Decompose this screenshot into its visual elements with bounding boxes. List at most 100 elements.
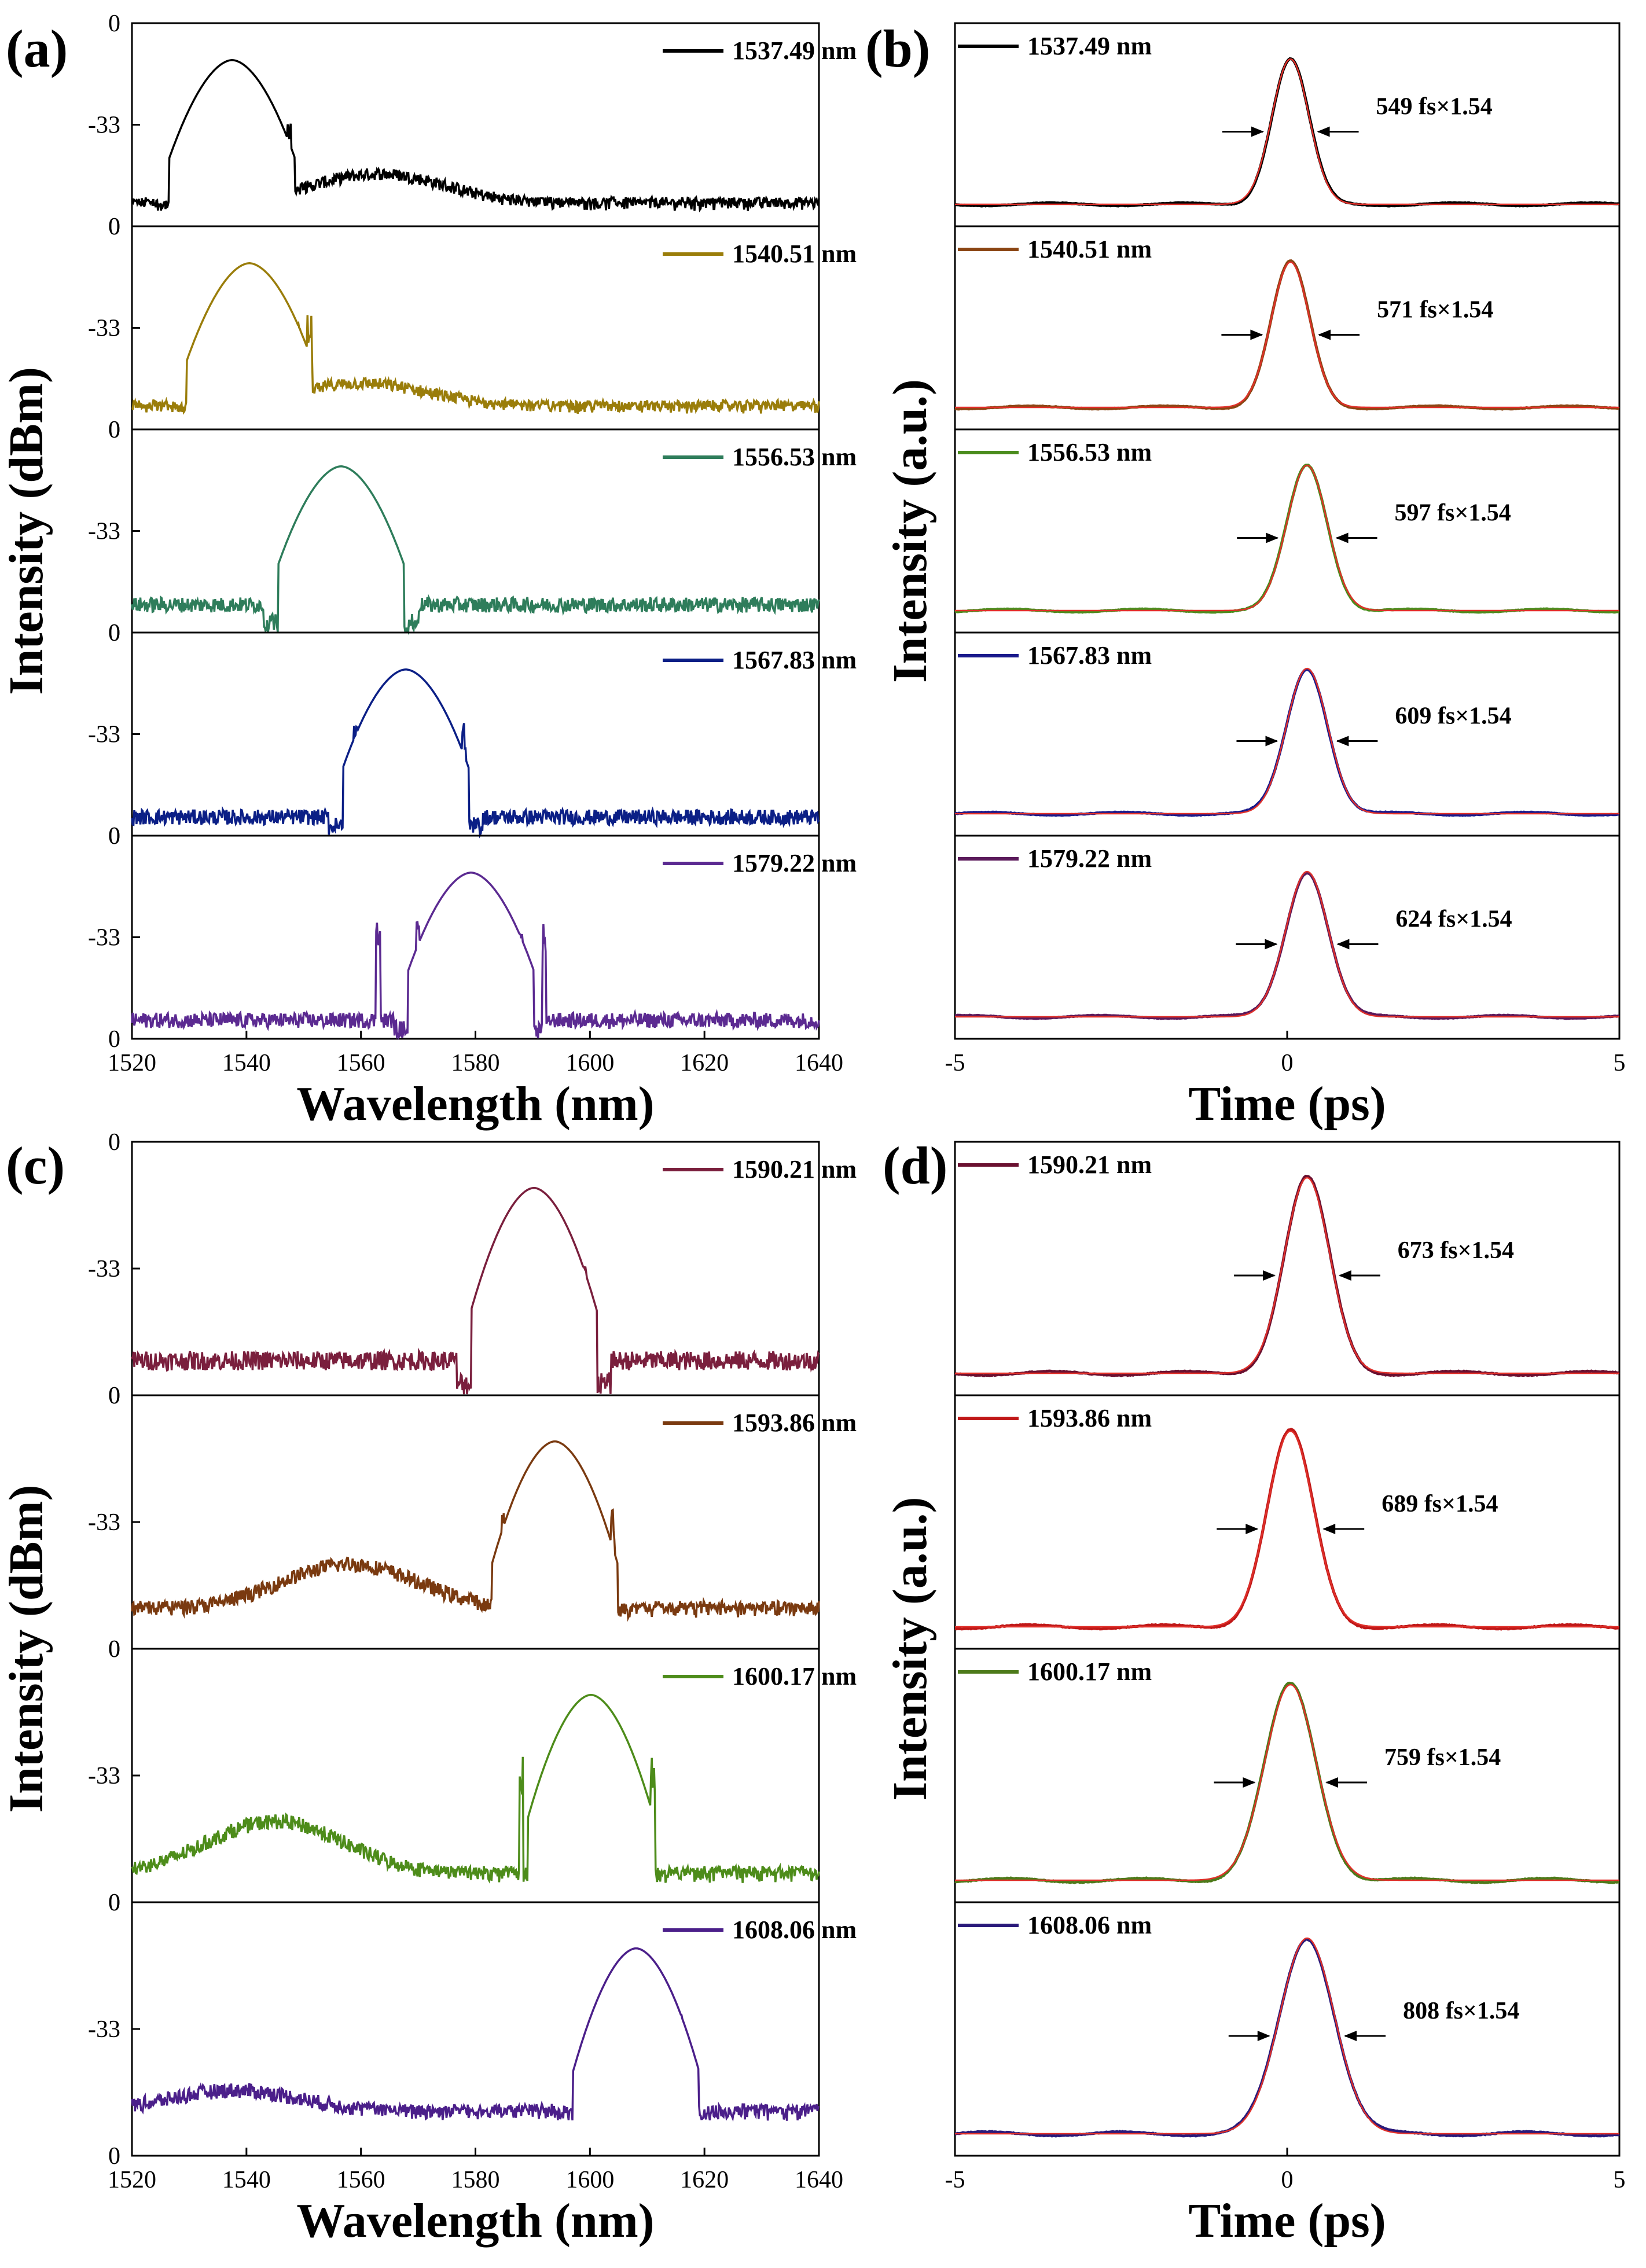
fit-curve	[955, 261, 1619, 409]
y-tick-label: 0	[108, 620, 120, 646]
subplot: -33 0 0 1593.86 nm	[88, 1383, 857, 1663]
x-tick-label: 1640	[795, 1050, 843, 1076]
pulse-width-annotation: 759 fs×1.54	[1384, 1744, 1501, 1771]
autocorrelation-trace	[954, 464, 1619, 614]
fit-curve	[955, 1430, 1619, 1628]
subplot-frame	[131, 835, 820, 1040]
legend-label: 1590.21 nm	[1027, 1150, 1152, 1179]
autocorrelation-trace	[954, 1174, 1620, 1377]
y-tick-label: -33	[88, 1256, 120, 1282]
legend-label: 1540.51 nm	[732, 240, 857, 268]
spectrum-line	[131, 1693, 820, 1884]
subplot: -33 0 0 1579.22 nm	[88, 823, 857, 1053]
subplot: -33 0 0 1590.21 nm	[88, 1129, 857, 1409]
x-tick-label: -5	[945, 2167, 965, 2193]
panel-label: (c)	[6, 1136, 65, 1195]
spectrum-line	[131, 465, 820, 636]
autocorrelation-trace	[954, 57, 1620, 208]
y-axis-title: Intensity (a.u.)	[883, 1497, 937, 1800]
y-tick-label: 0	[108, 1636, 120, 1663]
panel-d: (d) 673 fs×1.54 1590.21 nm 689 fs×1.54 1593.…	[883, 1136, 1626, 2248]
x-tick-label: -5	[945, 1050, 965, 1076]
spectrum-line	[131, 1440, 820, 1622]
subplot: 808 fs×1.54 1608.06 nm	[954, 1901, 1621, 2157]
fwhm-arrowhead-left	[1265, 736, 1278, 747]
legend-label: 1608.06 nm	[1027, 1911, 1152, 1939]
x-tick-label: 1520	[108, 2167, 156, 2193]
fwhm-arrowhead-right	[1336, 736, 1349, 747]
fit-curve	[955, 1177, 1619, 1374]
legend-label: 1600.17 nm	[1027, 1657, 1152, 1686]
legend-label: 1556.53 nm	[1027, 438, 1152, 466]
pulse-width-annotation: 609 fs×1.54	[1395, 703, 1511, 730]
spectrum-line	[131, 668, 820, 839]
y-tick-label: 0	[108, 214, 120, 240]
y-tick-label: 0	[108, 1129, 120, 1156]
panel-b: (b) 549 fs×1.54 1537.49 nm 571 fs×1.54 1540.…	[865, 19, 1626, 1131]
fwhm-arrowhead-right	[1318, 329, 1331, 340]
y-axis-title: Intensity (dBm)	[0, 1484, 53, 1813]
x-tick-label: 1540	[222, 2167, 271, 2193]
legend-label: 1579.22 nm	[732, 849, 857, 877]
legend-label: 1590.21 nm	[732, 1155, 857, 1183]
legend-label: 1593.86 nm	[1027, 1404, 1152, 1432]
x-tick-label: 1540	[222, 1050, 271, 1076]
spectrum-line	[131, 1947, 820, 2122]
pulse-width-annotation: 673 fs×1.54	[1398, 1237, 1514, 1264]
y-tick-label: 0	[108, 10, 120, 37]
y-tick-label: 0	[108, 823, 120, 850]
y-tick-label: 0	[108, 417, 120, 443]
subplot-frame	[131, 1901, 820, 2157]
subplot: -33 0 0 1567.83 nm	[88, 620, 857, 850]
legend-label: 1537.49 nm	[1027, 32, 1152, 60]
fwhm-arrowhead-right	[1338, 1270, 1351, 1281]
fit-curve	[955, 58, 1619, 205]
x-tick-label: 1620	[680, 2167, 729, 2193]
fwhm-arrowhead-right	[1336, 939, 1350, 950]
x-tick-label: 1620	[680, 1050, 729, 1076]
fit-curve	[955, 870, 1619, 1018]
legend-label: 1593.86 nm	[732, 1409, 857, 1437]
subplot-frame	[954, 1901, 1621, 2157]
spectrum-line	[131, 262, 820, 415]
legend-label: 1567.83 nm	[732, 646, 857, 674]
fit-curve	[955, 464, 1619, 612]
y-tick-label: 0	[108, 214, 120, 240]
subplot: -33 0 0 1556.53 nm	[88, 417, 857, 646]
x-tick-label: 5	[1614, 1050, 1626, 1076]
y-tick-label: 0	[108, 2143, 120, 2170]
legend-label: 1600.17 nm	[732, 1662, 857, 1690]
pulse-width-annotation: 571 fs×1.54	[1377, 297, 1493, 324]
subplot-frame	[131, 1648, 820, 1903]
autocorrelation-trace	[955, 1938, 1620, 2138]
x-tick-label: 1580	[451, 2167, 500, 2193]
x-axis-title: Time (ps)	[1188, 1077, 1386, 1131]
x-tick-label: 1640	[795, 2167, 843, 2193]
pulse-width-annotation: 808 fs×1.54	[1403, 1998, 1519, 2024]
spectrum-line	[131, 872, 820, 1041]
panel-label: (a)	[6, 19, 68, 78]
subplot-frame	[954, 1141, 1621, 1396]
y-tick-label: -33	[88, 722, 120, 748]
fwhm-arrowhead-left	[1250, 329, 1263, 340]
x-tick-label: 0	[1281, 1050, 1294, 1076]
y-tick-label: 0	[108, 620, 120, 646]
fwhm-arrowhead-right	[1344, 2031, 1357, 2041]
x-tick-label: 1560	[337, 1050, 385, 1076]
x-axis-title: Wavelength (nm)	[296, 2194, 654, 2248]
subplot-frame	[131, 631, 820, 837]
autocorrelation-trace	[954, 259, 1620, 411]
y-tick-label: -33	[88, 315, 120, 342]
subplot: 759 fs×1.54 1600.17 nm	[954, 1648, 1621, 1903]
x-axis-title: Time (ps)	[1188, 2194, 1386, 2248]
subplot: 673 fs×1.54 1590.21 nm	[954, 1141, 1621, 1396]
subplot: -33 0 0 1608.06 nm	[88, 1890, 857, 2170]
y-tick-label: 0	[108, 1890, 120, 1916]
panel-label: (d)	[883, 1136, 947, 1195]
x-tick-label: 1520	[108, 1050, 156, 1076]
fwhm-arrowhead-right	[1322, 1524, 1336, 1534]
pulse-width-annotation: 689 fs×1.54	[1382, 1491, 1498, 1517]
